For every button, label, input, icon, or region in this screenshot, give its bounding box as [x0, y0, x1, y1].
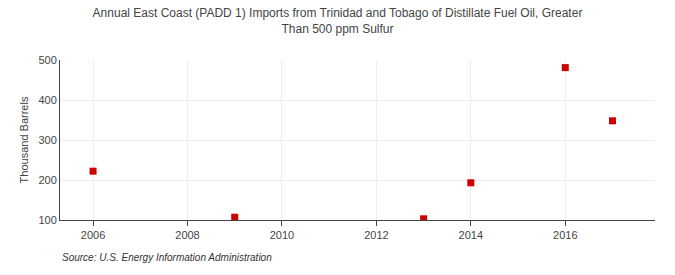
svg-text:Annual East Coast (PADD 1) Imp: Annual East Coast (PADD 1) Imports from … [93, 6, 583, 36]
svg-text:100: 100 [38, 214, 56, 226]
svg-text:2006: 2006 [81, 229, 105, 241]
svg-text:400: 400 [38, 94, 56, 106]
svg-text:2010: 2010 [270, 229, 294, 241]
svg-text:2016: 2016 [553, 229, 577, 241]
svg-text:Source: U.S. Energy Informatio: Source: U.S. Energy Information Administ… [62, 252, 272, 263]
svg-text:2012: 2012 [364, 229, 388, 241]
svg-text:Thousand Barrels: Thousand Barrels [18, 96, 30, 183]
svg-text:2014: 2014 [459, 229, 483, 241]
svg-text:2008: 2008 [175, 229, 199, 241]
svg-text:300: 300 [38, 134, 56, 146]
svg-text:200: 200 [38, 174, 56, 186]
svg-text:500: 500 [38, 54, 56, 66]
